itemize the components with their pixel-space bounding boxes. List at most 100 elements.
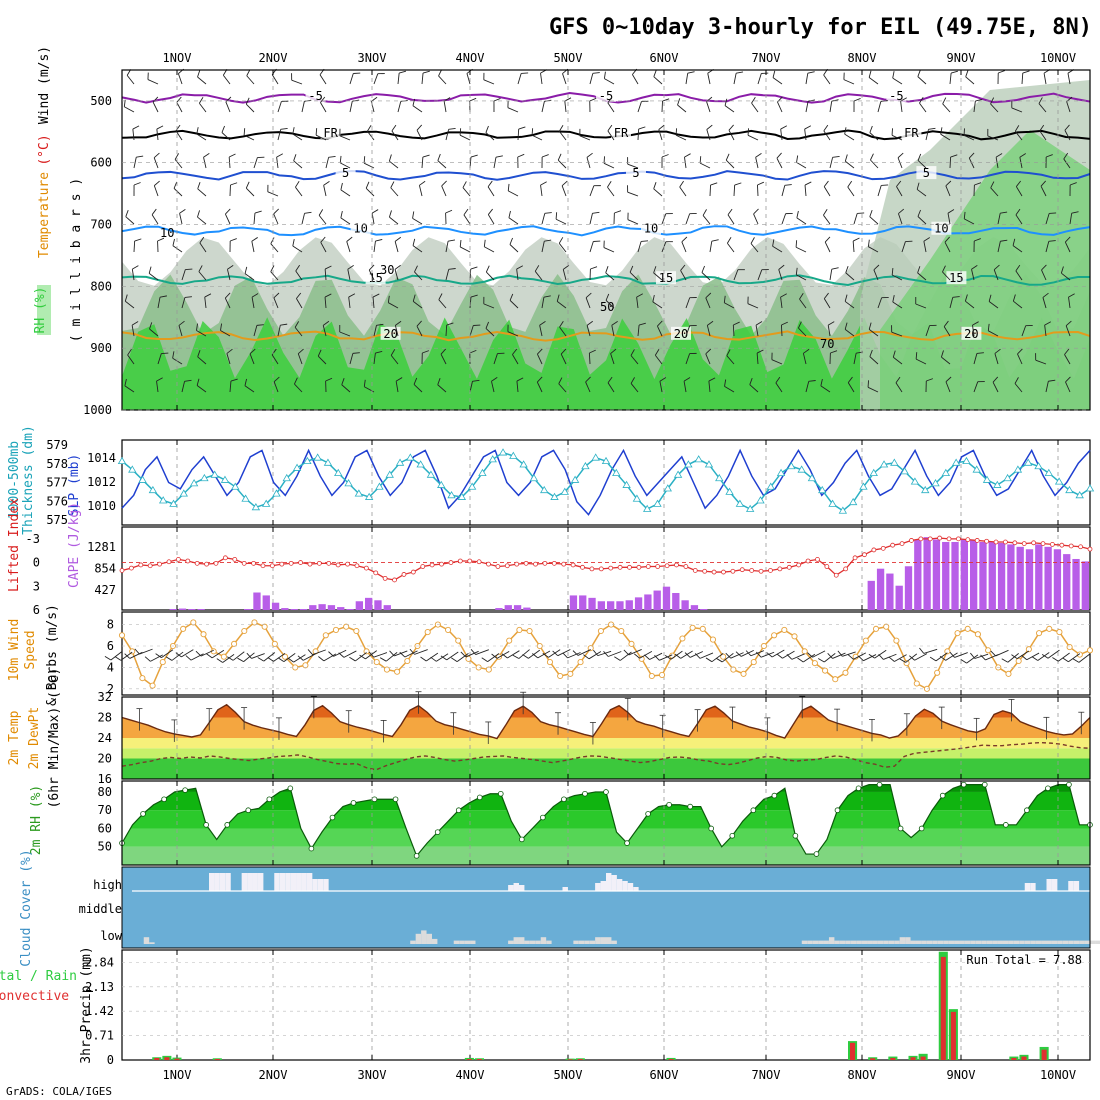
data-point	[699, 625, 706, 632]
wind-barb	[556, 301, 567, 309]
wind-barb	[445, 269, 450, 281]
axis-label: Wind (m/s)	[37, 46, 52, 124]
wind-barb	[557, 159, 567, 169]
wind-barb	[292, 133, 303, 141]
cape-bar	[876, 568, 885, 610]
cloud-low-bar	[421, 930, 427, 944]
wind-barb-flag	[605, 266, 609, 273]
cloud-high-bar	[219, 873, 226, 891]
date-label-bottom: 4NOV	[456, 1068, 485, 1082]
wind-barb	[777, 101, 783, 113]
data-point	[760, 642, 767, 650]
data-point	[962, 456, 971, 465]
wind-barb	[941, 356, 951, 365]
wind-barb-flag	[960, 659, 967, 664]
data-point	[567, 670, 574, 677]
wind-barb	[916, 189, 927, 197]
wind-barb-flag	[244, 266, 248, 274]
wind-barb	[509, 244, 519, 253]
wind-barb-flag	[390, 349, 396, 356]
data-point	[498, 448, 508, 456]
wind-barb-flag	[387, 295, 390, 303]
rh-point	[813, 851, 820, 857]
wind-barb	[733, 184, 736, 197]
li-point	[514, 561, 520, 567]
precip-convective-bar	[466, 1058, 472, 1060]
wind-barb-flag	[923, 237, 930, 242]
date-label-top: 9NOV	[947, 51, 976, 65]
wind-barb	[804, 129, 807, 141]
data-point	[725, 487, 734, 495]
data-point	[550, 492, 559, 500]
cloud-high-bar	[616, 879, 623, 891]
wind-barb-flag	[747, 128, 750, 136]
data-point	[931, 479, 940, 487]
wind-barb	[373, 353, 376, 365]
wind-barb	[724, 302, 735, 309]
li-point	[260, 563, 266, 569]
wind-barb	[517, 73, 522, 85]
li-point	[984, 538, 990, 544]
wind-barb	[706, 129, 711, 141]
wind-barb	[604, 78, 615, 85]
y-tick-label: 50	[98, 840, 112, 854]
li-point	[457, 558, 463, 564]
wind-barb-flag	[823, 209, 828, 216]
wind-barb	[445, 241, 449, 253]
wind-barb	[340, 217, 351, 225]
data-point	[540, 485, 549, 494]
cloud-low-bar	[964, 940, 971, 944]
wind-barb	[466, 73, 471, 85]
wind-barb-flag	[726, 237, 732, 244]
li-point	[824, 564, 830, 569]
wind-barb-flag	[304, 211, 312, 214]
wind-barb-flag	[257, 657, 265, 662]
wind-barb	[1014, 383, 1023, 393]
cape-bar	[178, 608, 187, 610]
wind-barb	[653, 76, 663, 85]
wind-barb	[1047, 649, 1060, 659]
wind-barb-flag	[317, 349, 322, 357]
wind-barb	[791, 653, 805, 660]
data-point	[445, 626, 452, 633]
wind-barb-flag	[422, 70, 430, 74]
data-point	[921, 485, 930, 494]
temp-band	[122, 748, 1090, 759]
wind-barb	[540, 185, 543, 197]
wind-barb	[181, 649, 194, 658]
wind-barb-flag	[797, 657, 804, 663]
cape-bar	[970, 539, 978, 610]
wind-barb	[707, 73, 711, 85]
li-point	[147, 563, 153, 569]
wind-barb	[179, 213, 183, 225]
cloud-low-bar	[431, 938, 438, 944]
data-point	[313, 453, 322, 461]
date-label-top: 7NOV	[752, 51, 781, 65]
cloud-low-bar	[573, 940, 579, 944]
cloud-low-bar	[1046, 940, 1052, 944]
wind-barb	[373, 325, 377, 337]
wind-barb-flag	[844, 154, 848, 162]
wind-barb	[1068, 653, 1081, 663]
axis-label: 1000-500mb	[7, 441, 22, 519]
rh-point	[981, 781, 988, 788]
cloud-low-bar	[888, 940, 895, 944]
wind-barb	[372, 297, 375, 309]
precip-convective-bar	[940, 956, 946, 1060]
temp-band	[122, 738, 1090, 749]
wind-barb	[1066, 101, 1071, 113]
wind-barb	[394, 269, 399, 281]
wind-barb-flag	[197, 70, 201, 78]
wind-barb	[610, 353, 615, 365]
wind-barb	[658, 129, 663, 141]
wind-barb-flag	[868, 653, 875, 659]
wind-barb-flag	[926, 378, 934, 382]
li-point	[927, 536, 933, 542]
cloud-high-bar	[323, 879, 329, 891]
cape-bar	[271, 602, 280, 610]
wind-barb	[895, 382, 903, 393]
data-point	[869, 468, 878, 476]
wind-barb-flag	[430, 656, 437, 662]
wind-barb	[273, 381, 279, 393]
date-label-top: 4NOV	[456, 51, 485, 65]
